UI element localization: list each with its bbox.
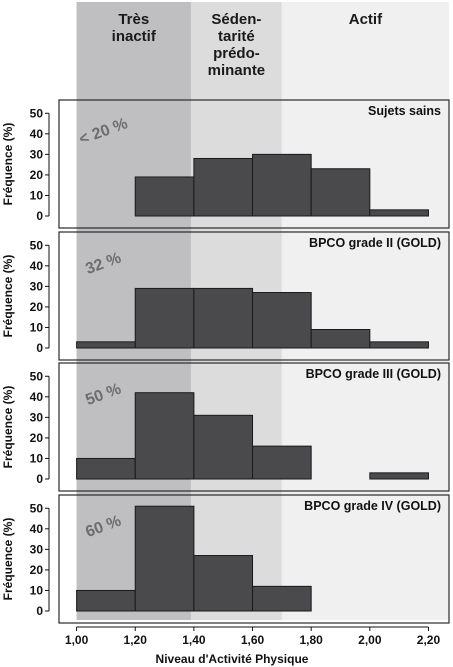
x-tick-label-6: 2,20	[417, 633, 441, 647]
panel-title-3: BPCO grade IV (GOLD)	[304, 499, 441, 513]
bar-0-2	[193, 157, 254, 217]
zone-label-2-line-0: Actif	[349, 11, 383, 28]
y-tick-label-2-50: 50	[30, 369, 44, 383]
y-tick-label-3-20: 20	[30, 563, 44, 577]
bar-2-3	[252, 445, 312, 480]
y-tick-label-2-20: 20	[30, 431, 44, 445]
x-tick-label-3: 1,60	[241, 633, 265, 647]
y-tick-label-3-40: 40	[30, 522, 44, 536]
bar-2-0	[76, 457, 136, 480]
bar-1-4	[310, 329, 371, 349]
y-axis-label-1: Fréquence (%)	[1, 255, 15, 338]
y-tick-label-0-20: 20	[30, 168, 44, 182]
panel-frame-3	[58, 494, 450, 624]
panel-3: 0 10 20 30 40 50 Fréquence (%) BPCO grade IV (G…	[1, 494, 450, 624]
y-tick-label-1-50: 50	[30, 238, 44, 252]
bar-0-5	[369, 209, 429, 217]
zone-label-1-line-3: minante	[208, 62, 266, 79]
x-tick-label-1: 1,20	[124, 633, 148, 647]
panel-frame-0	[58, 99, 450, 229]
bar-2-1	[134, 392, 195, 480]
bar-3-1	[134, 505, 195, 612]
y-tick-label-3-50: 50	[30, 501, 44, 515]
y-tick-label-0-0: 0	[36, 209, 43, 223]
panel-frame-1	[58, 231, 450, 361]
bar-1-1	[134, 287, 195, 349]
panel-title-1: BPCO grade II (GOLD)	[309, 236, 441, 250]
panel-title-0: Sujets sains	[368, 104, 441, 118]
bar-2-5	[369, 472, 429, 480]
y-tick-label-3-30: 30	[30, 542, 44, 556]
bar-0-4	[310, 168, 371, 217]
x-tick-label-0: 1,00	[65, 633, 89, 647]
bar-1-0	[76, 341, 136, 349]
y-tick-label-1-40: 40	[30, 259, 44, 273]
y-tick-label-0-50: 50	[30, 106, 44, 120]
bar-0-3	[252, 153, 312, 217]
x-axis-label: Niveau d'Activité Physique	[156, 652, 309, 666]
y-tick-label-0-10: 10	[30, 188, 44, 202]
x-tick-label-4: 1,80	[300, 633, 324, 647]
x-axis: 1,00 1,20 1,40 1,60 1,80 2,00 2,20	[65, 626, 441, 647]
y-axis-label-2: Fréquence (%)	[1, 386, 15, 469]
x-tick-label-5: 2,00	[358, 633, 382, 647]
y-tick-label-3-10: 10	[30, 583, 44, 597]
zone-label-0-line-0: Très	[118, 11, 149, 28]
bar-2-2	[193, 414, 254, 480]
bar-1-3	[252, 292, 312, 349]
bar-3-2	[193, 555, 254, 612]
zone-label-1-line-0: Séden-	[211, 11, 261, 28]
y-tick-label-1-10: 10	[30, 320, 44, 334]
y-axis-label-3: Fréquence (%)	[1, 518, 15, 601]
bar-1-2	[193, 287, 254, 349]
y-tick-label-3-0: 0	[36, 604, 43, 618]
bar-1-5	[369, 341, 429, 349]
panel-frame-2	[58, 362, 450, 492]
bar-0-1	[134, 176, 195, 217]
bar-3-3	[252, 585, 312, 612]
panel-2: 0 10 20 30 40 50 Fréquence (%) BPCO grade III (…	[1, 362, 450, 492]
y-tick-label-1-30: 30	[30, 279, 44, 293]
zone-label-0-line-1: inactif	[112, 28, 157, 45]
zone-label-1-line-2: prédo-	[213, 45, 260, 62]
zone-label-1-line-1: tarité	[218, 28, 255, 45]
bar-3-0	[76, 589, 136, 612]
y-tick-label-2-30: 30	[30, 410, 44, 424]
y-tick-label-2-40: 40	[30, 390, 44, 404]
x-tick-label-2: 1,40	[182, 633, 206, 647]
panel-title-2: BPCO grade III (GOLD)	[306, 367, 441, 381]
y-tick-label-2-0: 0	[36, 472, 43, 486]
y-tick-label-0-40: 40	[30, 127, 44, 141]
y-tick-label-1-0: 0	[36, 341, 43, 355]
y-axis-label-0: Fréquence (%)	[1, 123, 15, 206]
y-tick-label-0-30: 30	[30, 147, 44, 161]
y-tick-label-1-20: 20	[30, 300, 44, 314]
y-tick-label-2-10: 10	[30, 451, 44, 465]
